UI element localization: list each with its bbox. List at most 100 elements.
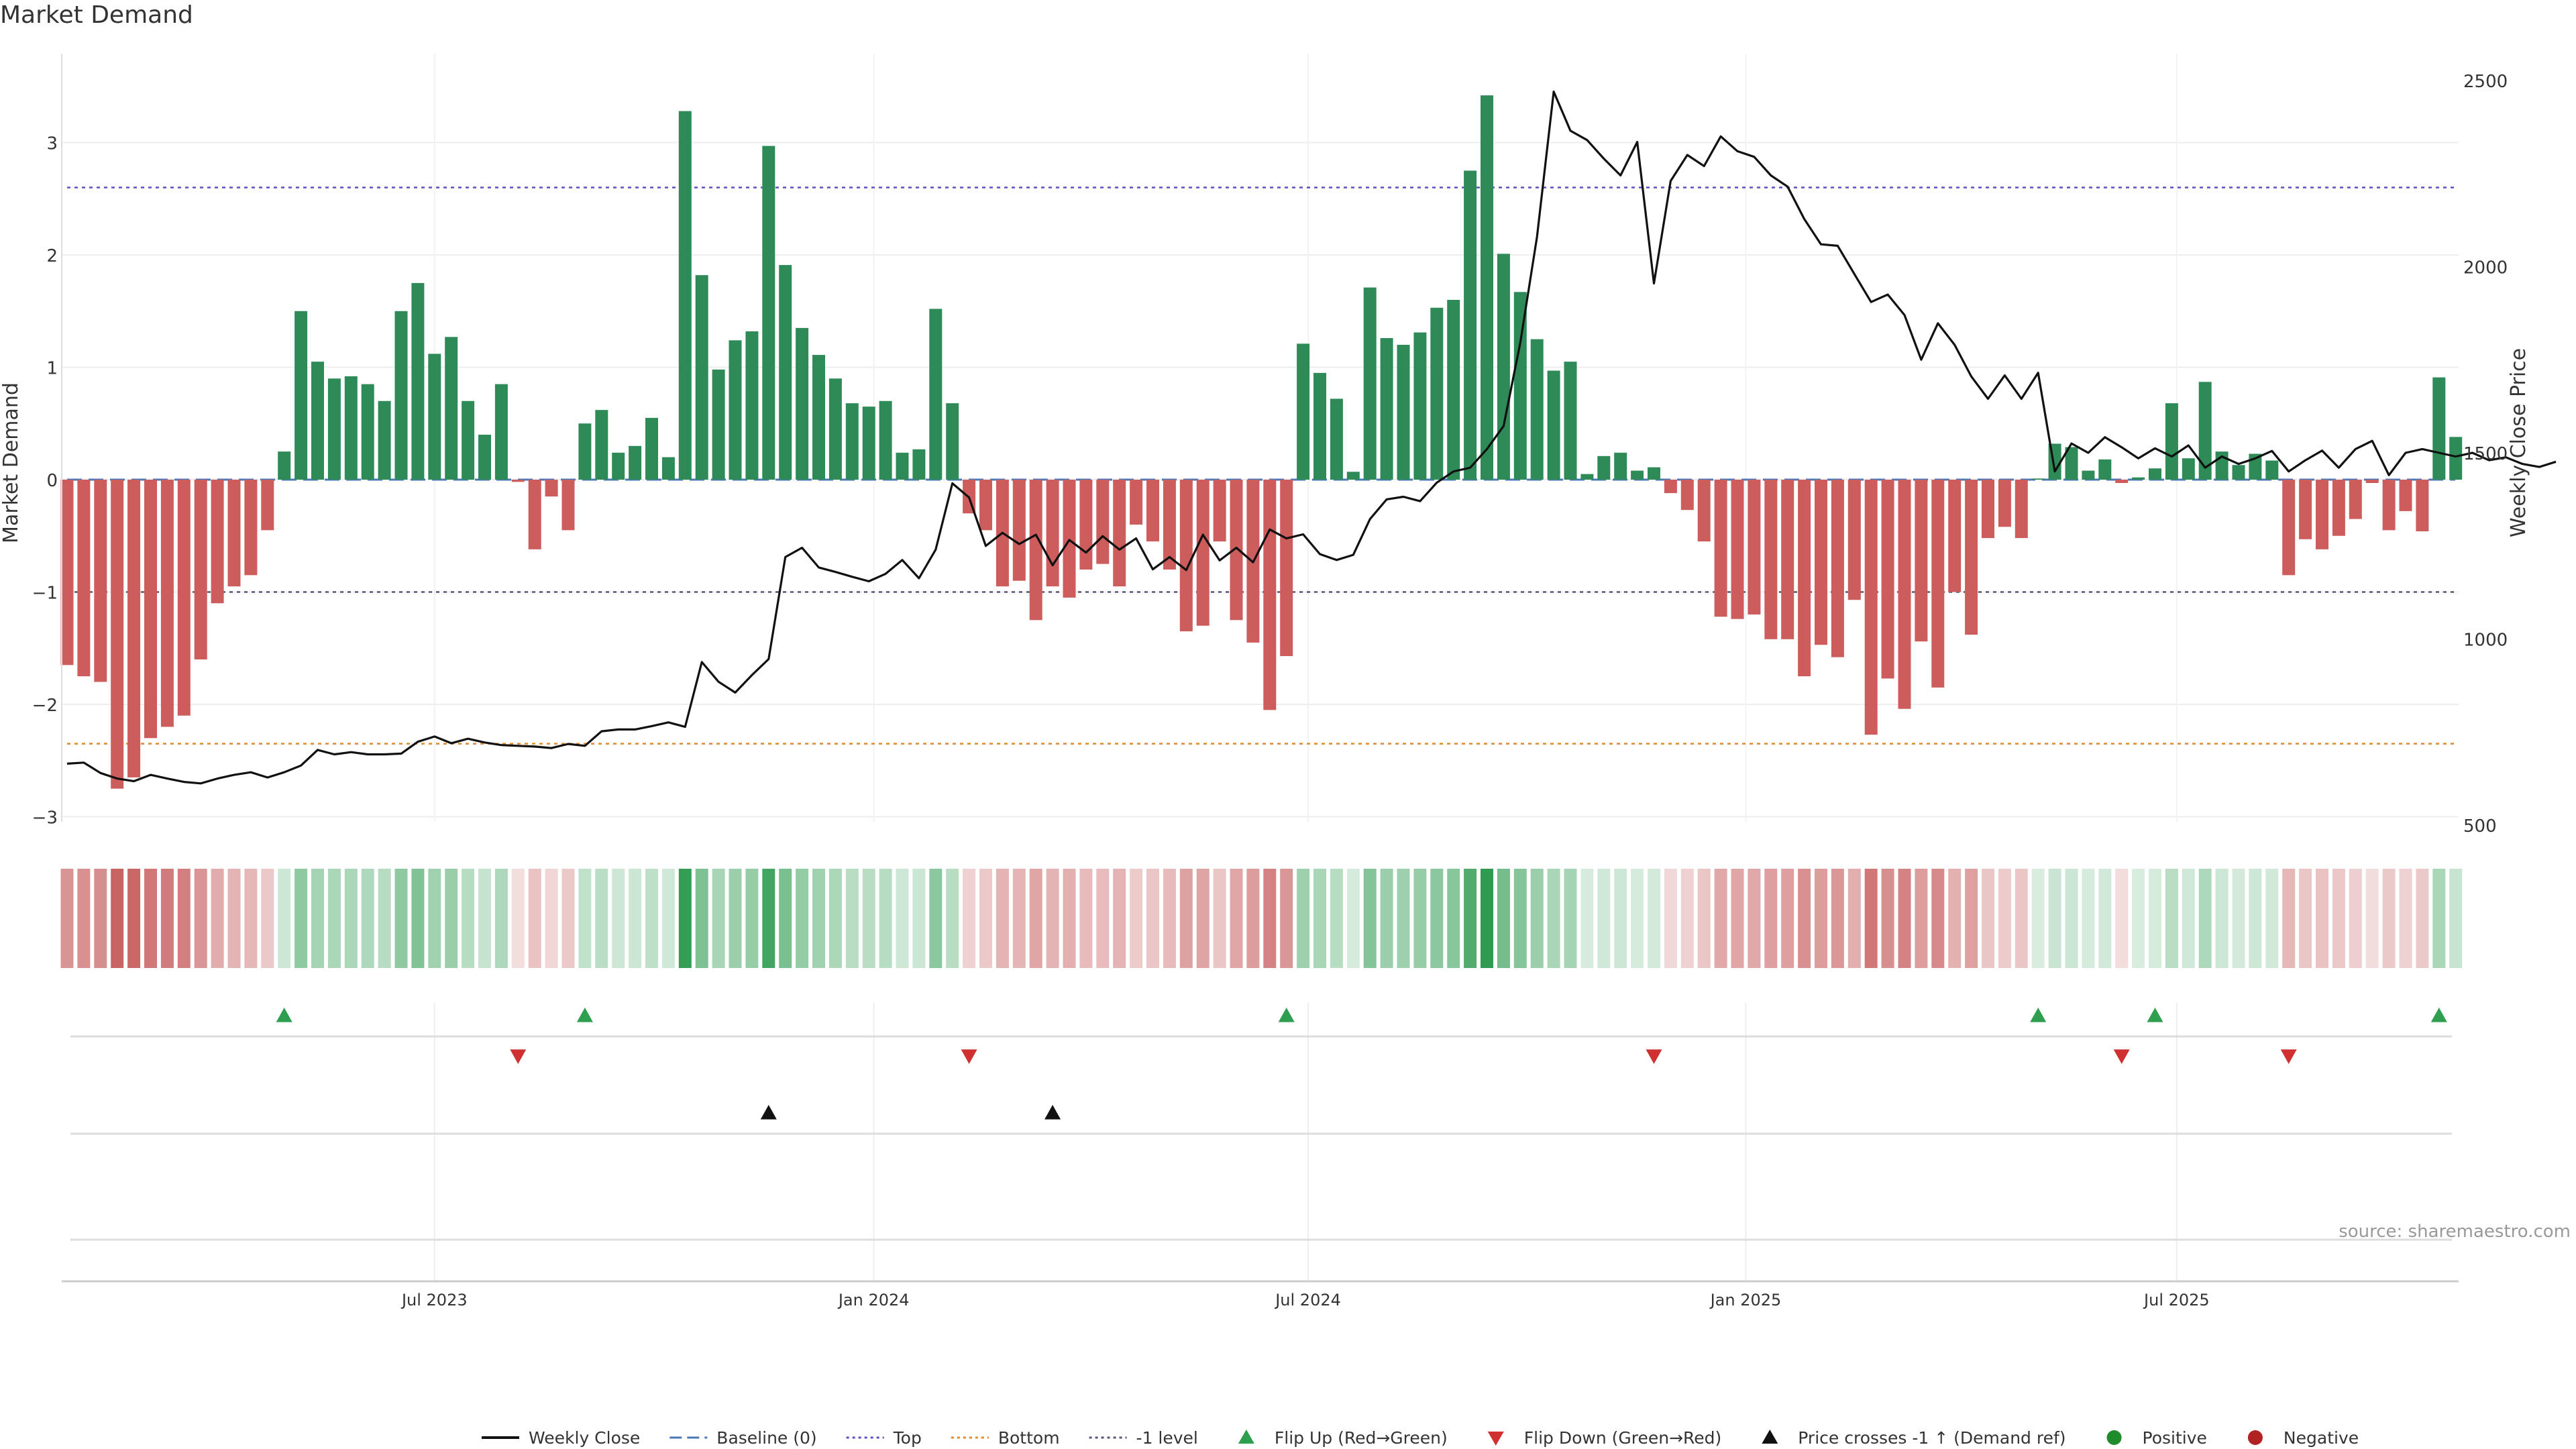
heat-cell xyxy=(2332,869,2345,968)
demand-bar xyxy=(1513,292,1527,480)
demand-bar xyxy=(1464,170,1477,480)
demand-bars xyxy=(60,95,2463,789)
heat-cell xyxy=(862,869,875,968)
demand-bar xyxy=(1280,480,1293,656)
y-tick-right: 2000 xyxy=(2463,258,2508,278)
heat-cell xyxy=(1881,869,1894,968)
heat-cell xyxy=(762,869,775,968)
heat-cell xyxy=(929,869,943,968)
heat-cell xyxy=(2048,869,2061,968)
demand-bar xyxy=(1881,480,1894,679)
heat-cell xyxy=(160,869,174,968)
heat-cell xyxy=(912,869,926,968)
heat-cell xyxy=(1330,869,1343,968)
heat-cell xyxy=(327,869,341,968)
legend-item: Negative xyxy=(2247,1428,2359,1448)
heat-cell xyxy=(745,869,759,968)
legend-swatch xyxy=(2247,1430,2263,1445)
demand-bar xyxy=(2232,465,2245,480)
demand-bar xyxy=(1748,480,1761,614)
demand-bar xyxy=(2316,480,2328,549)
legend-swatch xyxy=(1762,1430,1778,1444)
demand-bar xyxy=(762,146,775,480)
heat-cell xyxy=(1898,869,1911,968)
heat-cell xyxy=(2182,869,2195,968)
heat-cell xyxy=(678,869,692,968)
heat-cell xyxy=(294,869,308,968)
y-tick-left: −3 xyxy=(32,808,58,828)
demand-bar xyxy=(1330,398,1343,480)
heat-cell xyxy=(2132,869,2145,968)
flip-up-marker xyxy=(1278,1008,1295,1022)
heat-cell xyxy=(1130,869,1143,968)
demand-bar xyxy=(2149,468,2161,480)
x-tick-label: Jan 2024 xyxy=(837,1291,910,1309)
heat-cell xyxy=(1363,869,1377,968)
flip-up-marker xyxy=(2147,1008,2163,1022)
heat-cell xyxy=(1012,869,1026,968)
heat-cell xyxy=(244,869,258,968)
demand-bar xyxy=(1847,480,1861,600)
flip-down-marker xyxy=(2280,1049,2297,1064)
demand-heatmap-strip xyxy=(60,869,2463,968)
heat-cell xyxy=(1597,869,1611,968)
demand-bar xyxy=(2165,403,2178,480)
demand-bar xyxy=(528,480,541,549)
heat-cell xyxy=(194,869,207,968)
flip-down-marker xyxy=(961,1049,977,1064)
flip-down-marker xyxy=(510,1049,527,1064)
y-tick-left: 0 xyxy=(46,471,58,491)
demand-bar xyxy=(1130,480,1143,525)
demand-bar xyxy=(1547,370,1560,480)
demand-bar xyxy=(227,480,241,587)
heat-cell xyxy=(1464,869,1477,968)
heat-cell xyxy=(528,869,541,968)
demand-bar xyxy=(1731,480,1744,619)
price-line-layer xyxy=(66,91,2557,785)
demand-bar xyxy=(177,480,191,716)
legend-label: -1 level xyxy=(1136,1428,1198,1448)
heat-cell xyxy=(2349,869,2362,968)
x-tick-label: Jul 2023 xyxy=(400,1291,468,1309)
heat-cell xyxy=(1982,869,1994,968)
demand-bar xyxy=(1580,474,1594,480)
demand-bar xyxy=(1764,480,1778,639)
heat-cell xyxy=(1798,869,1811,968)
heat-cell xyxy=(445,869,458,968)
y-tick-left: 3 xyxy=(46,134,58,154)
demand-bar xyxy=(294,311,308,480)
demand-bar xyxy=(1614,452,1627,480)
demand-bar xyxy=(111,480,124,789)
demand-bar xyxy=(695,275,708,480)
demand-bar xyxy=(1297,343,1310,480)
demand-bar xyxy=(1631,470,1644,480)
demand-bar xyxy=(2299,480,2312,539)
heat-cell xyxy=(1297,869,1310,968)
demand-bar xyxy=(1530,339,1544,480)
demand-bar xyxy=(1163,480,1176,570)
demand-bar xyxy=(2098,459,2112,480)
flip-down-marker xyxy=(2113,1049,2130,1064)
demand-bar xyxy=(2399,480,2412,511)
heat-cell xyxy=(2198,869,2212,968)
demand-bar xyxy=(1113,480,1126,587)
demand-bar xyxy=(378,400,391,480)
heat-cell xyxy=(378,869,391,968)
demand-bar xyxy=(828,378,842,480)
heat-cell xyxy=(511,869,525,968)
heat-cell xyxy=(2115,869,2129,968)
heat-cell xyxy=(144,869,157,968)
heat-cell xyxy=(127,869,141,968)
heat-cell xyxy=(2082,869,2095,968)
legend-item: Bottom xyxy=(951,1428,1060,1448)
heat-cell xyxy=(2165,869,2178,968)
heat-cell xyxy=(1764,869,1778,968)
heat-cell xyxy=(462,869,475,968)
heat-cell xyxy=(1530,869,1544,968)
demand-bar xyxy=(494,384,508,480)
demand-bar xyxy=(578,423,592,480)
demand-bar xyxy=(1915,480,1928,642)
heat-cell xyxy=(779,869,792,968)
demand-bar xyxy=(729,340,742,480)
heat-cell xyxy=(1146,869,1159,968)
